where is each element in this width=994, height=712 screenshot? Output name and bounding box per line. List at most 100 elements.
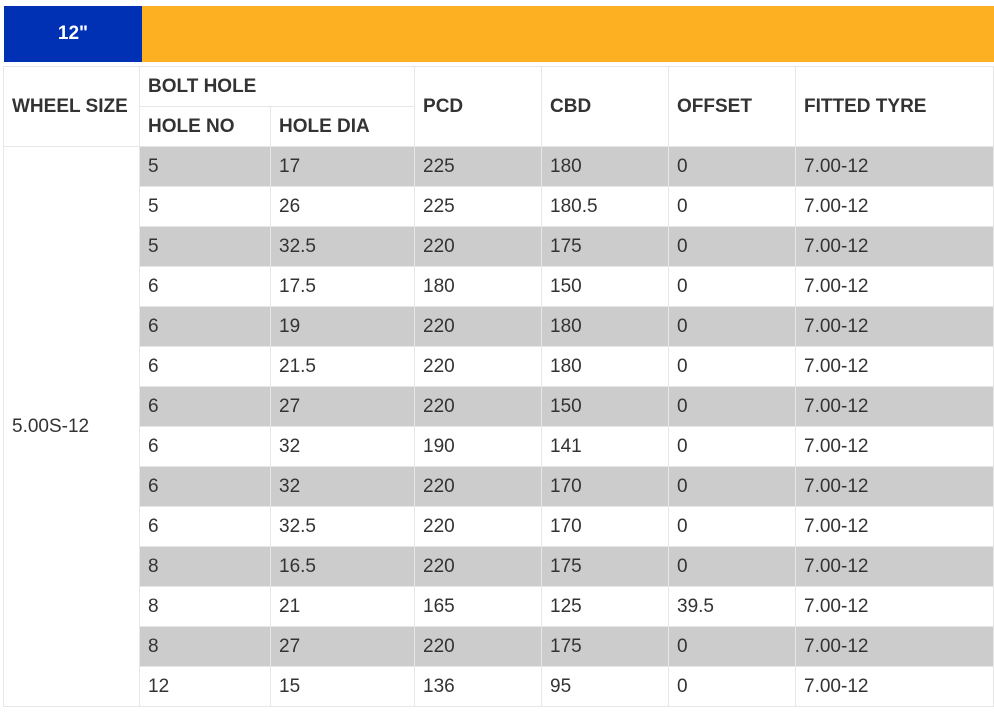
table-row: 6 21.5 220 180 0 7.00-12 <box>4 346 994 387</box>
offset-cell: 0 <box>668 306 797 347</box>
header-fitted-tyre: FITTED TYRE <box>795 66 994 147</box>
fitted-tyre-cell: 7.00-12 <box>795 186 994 227</box>
table-row: 6 27 220 150 0 7.00-12 <box>4 386 994 427</box>
offset-cell: 0 <box>668 666 797 707</box>
pcd-cell: 220 <box>414 226 543 267</box>
hole-no-cell: 6 <box>139 426 271 467</box>
hole-no-cell: 6 <box>139 386 271 427</box>
hole-no-cell: 6 <box>139 306 271 347</box>
offset-cell: 0 <box>668 186 797 227</box>
hole-no-cell: 6 <box>139 266 271 307</box>
table-row: 5.00S-12 5 17 225 180 0 7.00-12 <box>3 146 994 707</box>
hole-no-cell: 5 <box>139 186 271 227</box>
hole-dia-cell: 26 <box>269 186 416 227</box>
table-row: 8 21 165 125 39.5 7.00-12 <box>4 586 994 627</box>
cbd-cell: 125 <box>541 586 670 627</box>
pcd-cell: 136 <box>414 666 543 707</box>
pcd-cell: 220 <box>414 506 543 547</box>
hole-dia-cell: 19 <box>269 306 416 347</box>
table-row: 6 32 220 170 0 7.00-12 <box>4 466 994 507</box>
pcd-cell: 220 <box>414 546 543 587</box>
header-offset: OFFSET <box>668 66 797 147</box>
wheel-size-tab: 12" <box>4 6 142 62</box>
pcd-cell: 220 <box>414 306 543 347</box>
pcd-cell: 225 <box>414 146 543 187</box>
cbd-cell: 180.5 <box>541 186 670 227</box>
fitted-tyre-cell: 7.00-12 <box>795 226 994 267</box>
header-wheel-size: WHEEL SIZE <box>3 66 140 147</box>
hole-dia-cell: 32 <box>269 466 416 507</box>
cbd-cell: 180 <box>541 346 670 387</box>
hole-dia-cell: 27 <box>269 386 416 427</box>
offset-cell: 0 <box>668 386 797 427</box>
wheel-spec-table: WHEEL SIZE BOLT HOLE PCD CBD OFFSET FITT… <box>3 66 994 707</box>
cbd-cell: 175 <box>541 546 670 587</box>
cbd-cell: 170 <box>541 506 670 547</box>
offset-cell: 0 <box>668 146 797 187</box>
size-banner: 12" <box>4 6 994 62</box>
cbd-cell: 175 <box>541 626 670 667</box>
pcd-cell: 220 <box>414 386 543 427</box>
fitted-tyre-cell: 7.00-12 <box>795 546 994 587</box>
pcd-cell: 180 <box>414 266 543 307</box>
header-cbd: CBD <box>541 66 670 147</box>
hole-no-cell: 5 <box>139 146 271 187</box>
table-row: 8 27 220 175 0 7.00-12 <box>4 626 994 667</box>
hole-dia-cell: 32.5 <box>269 226 416 267</box>
table-row: 6 32 190 141 0 7.00-12 <box>4 426 994 467</box>
fitted-tyre-cell: 7.00-12 <box>795 386 994 427</box>
wheel-size-cell: 5.00S-12 <box>3 146 140 707</box>
fitted-tyre-cell: 7.00-12 <box>795 346 994 387</box>
hole-no-cell: 8 <box>139 626 271 667</box>
hole-no-cell: 6 <box>139 346 271 387</box>
hole-dia-cell: 17.5 <box>269 266 416 307</box>
hole-no-cell: 6 <box>139 506 271 547</box>
hole-dia-cell: 15 <box>269 666 416 707</box>
offset-cell: 0 <box>668 466 797 507</box>
fitted-tyre-cell: 7.00-12 <box>795 626 994 667</box>
cbd-cell: 141 <box>541 426 670 467</box>
cbd-cell: 150 <box>541 266 670 307</box>
fitted-tyre-cell: 7.00-12 <box>795 266 994 307</box>
pcd-cell: 220 <box>414 346 543 387</box>
hole-dia-cell: 27 <box>269 626 416 667</box>
cbd-cell: 95 <box>541 666 670 707</box>
table-row: 5 26 225 180.5 0 7.00-12 <box>4 186 994 227</box>
banner-accent-bar <box>142 6 994 62</box>
offset-cell: 0 <box>668 346 797 387</box>
fitted-tyre-cell: 7.00-12 <box>795 426 994 467</box>
table-row: 5 32.5 220 175 0 7.00-12 <box>4 226 994 267</box>
header-hole-no: HOLE NO <box>139 106 271 147</box>
pcd-cell: 225 <box>414 186 543 227</box>
hole-dia-cell: 17 <box>269 146 416 187</box>
pcd-cell: 190 <box>414 426 543 467</box>
fitted-tyre-cell: 7.00-12 <box>795 146 994 187</box>
hole-no-cell: 8 <box>139 546 271 587</box>
hole-dia-cell: 16.5 <box>269 546 416 587</box>
offset-cell: 39.5 <box>668 586 797 627</box>
table-row: 6 19 220 180 0 7.00-12 <box>4 306 994 347</box>
offset-cell: 0 <box>668 506 797 547</box>
hole-no-cell: 8 <box>139 586 271 627</box>
header-pcd: PCD <box>414 66 543 147</box>
offset-cell: 0 <box>668 626 797 667</box>
cbd-cell: 170 <box>541 466 670 507</box>
hole-no-cell: 12 <box>139 666 271 707</box>
fitted-tyre-cell: 7.00-12 <box>795 306 994 347</box>
pcd-cell: 220 <box>414 626 543 667</box>
table-body: 5.00S-12 5 17 225 180 0 7.00-12 5 26 225 180.5 0 7.0… <box>3 146 994 707</box>
pcd-cell: 220 <box>414 466 543 507</box>
hole-dia-cell: 32 <box>269 426 416 467</box>
offset-cell: 0 <box>668 546 797 587</box>
hole-dia-cell: 21.5 <box>269 346 416 387</box>
cbd-cell: 150 <box>541 386 670 427</box>
offset-cell: 0 <box>668 266 797 307</box>
hole-dia-cell: 21 <box>269 586 416 627</box>
header-bolt-hole: BOLT HOLE <box>138 66 416 107</box>
cbd-cell: 180 <box>541 146 670 187</box>
table-row: 12 15 136 95 0 7.00-12 <box>4 666 994 707</box>
table-row: 6 32.5 220 170 0 7.00-12 <box>4 506 994 547</box>
header-hole-dia: HOLE DIA <box>269 106 416 147</box>
cbd-cell: 175 <box>541 226 670 267</box>
table-row: 6 17.5 180 150 0 7.00-12 <box>4 266 994 307</box>
